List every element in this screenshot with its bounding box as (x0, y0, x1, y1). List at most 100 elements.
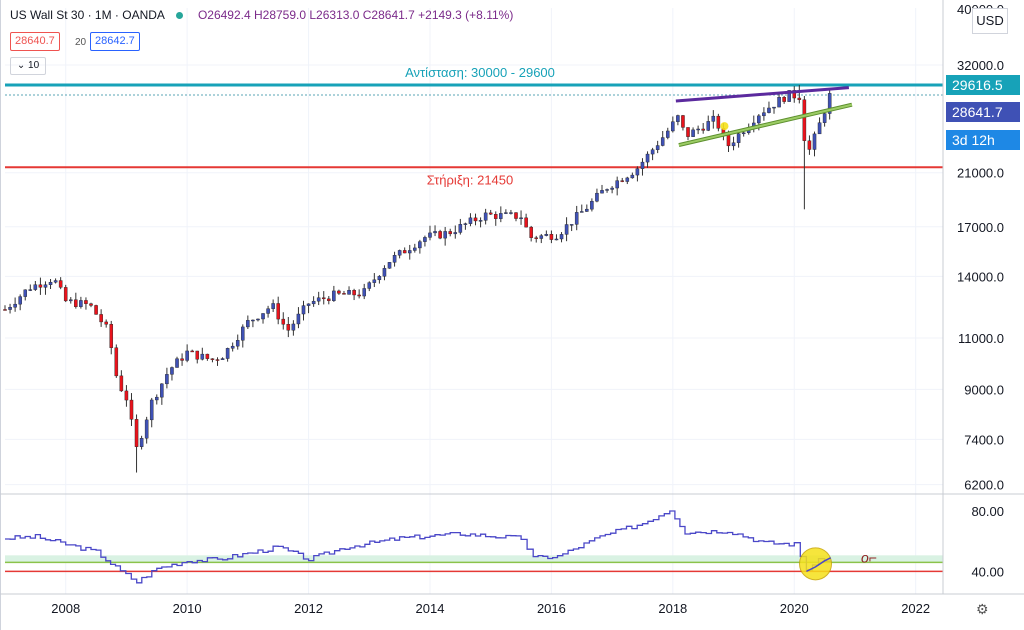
candle-body (327, 298, 331, 301)
x-tick-label: 2008 (51, 601, 80, 616)
countdown-tag: 3d 12h (946, 130, 1020, 150)
candle-body (600, 190, 604, 194)
candle-body (69, 299, 73, 302)
candle-body (367, 282, 372, 289)
candle-body (579, 211, 584, 213)
candle-body (321, 297, 326, 300)
resistance-label: Αντίσταση: 30000 - 29600 (405, 65, 555, 80)
candle-body (23, 289, 28, 297)
candle-body (53, 280, 58, 283)
candle-body (787, 90, 791, 102)
candle-body (559, 234, 564, 240)
trendlines (675, 86, 853, 148)
y-tick-label: 21000.0 (957, 166, 1004, 181)
rsi-band (5, 555, 943, 563)
annotation-labels: Αντίσταση: 30000 - 29600 Στήριξη: 21450 (405, 65, 555, 187)
candle-body (433, 231, 437, 234)
candle-body (342, 293, 346, 295)
candle-body (18, 296, 22, 305)
candle-body (175, 358, 179, 368)
candle-body (650, 149, 655, 155)
candle-body (468, 217, 473, 224)
candle-body (711, 115, 716, 122)
candle-body (139, 438, 144, 447)
last-price-tag: 28641.7 (946, 102, 1020, 122)
rsi-panel: o⌐ (5, 510, 943, 584)
rsi-highlight-circle (799, 547, 833, 581)
candle-body (630, 174, 635, 179)
level-lines (5, 83, 943, 169)
candle-body (291, 323, 296, 331)
candle-body (777, 97, 781, 108)
candle-body (590, 200, 594, 210)
candle-body (483, 212, 488, 221)
candle-body (514, 212, 518, 219)
candle-body (205, 353, 210, 359)
candle-body (185, 350, 189, 361)
candle-body (94, 305, 98, 315)
candle-body (488, 212, 493, 215)
candle-body (418, 241, 422, 249)
candle-body (817, 122, 822, 135)
candle-body (413, 247, 417, 251)
candle-body (382, 268, 387, 277)
candle-body (448, 231, 452, 235)
candle-body (89, 303, 93, 306)
candle-body (38, 284, 43, 288)
y-tick-label: 7400.0 (964, 432, 1004, 447)
spread-value: 20 (75, 37, 87, 48)
candle-body (402, 250, 407, 254)
candle-body (352, 290, 356, 296)
x-tick-label: 2022 (901, 601, 930, 616)
resistance-price-tag: 29616.5 (946, 75, 1020, 95)
candle-body (458, 224, 463, 233)
candle-body (165, 374, 169, 385)
sell-price-button[interactable]: 28640.7 (10, 32, 60, 51)
chevron-down-icon: ⌄ (16, 60, 26, 71)
candle-body (504, 212, 508, 214)
candle-body (595, 192, 599, 202)
candle-body (387, 262, 392, 269)
candle-body (660, 137, 665, 146)
candle-body (802, 99, 807, 141)
volume-box[interactable]: ⌄ 10 (10, 57, 46, 75)
chart-header: US Wall St 30 · 1M · OANDA O26492.4 H287… (10, 8, 513, 22)
candle-body (716, 115, 721, 129)
candle-body (807, 140, 812, 150)
candle-body (160, 383, 164, 398)
candle-body (827, 93, 832, 114)
candle-body (79, 300, 83, 307)
candles[interactable] (3, 84, 832, 473)
gear-icon[interactable]: ⚙ (976, 601, 989, 617)
candle-body (554, 238, 559, 241)
rsi-tick-label: 80.00 (971, 504, 1004, 519)
candle-body (640, 161, 645, 169)
currency-button[interactable]: USD (972, 8, 1008, 34)
candle-body (301, 305, 306, 315)
candle-body (99, 314, 103, 323)
candle-body (519, 217, 523, 220)
buy-price-button[interactable]: 28642.7 (90, 32, 140, 51)
candle-body (109, 324, 114, 348)
candle-body (155, 396, 159, 401)
candle-body (569, 224, 574, 226)
candle-body (241, 326, 245, 341)
symbol-title[interactable]: US Wall St 30 · 1M · OANDA (10, 8, 165, 22)
candle-body (423, 237, 427, 242)
candle-body (757, 115, 761, 124)
candle-body (357, 294, 361, 297)
candle-body (822, 113, 827, 123)
candle-body (271, 303, 275, 309)
candle-body (377, 276, 382, 281)
candle-body (281, 318, 286, 325)
candle-body (225, 348, 230, 359)
candle-body (392, 255, 397, 263)
y-tick-label: 17000.0 (957, 220, 1004, 235)
candle-body (114, 347, 119, 377)
candle-body (620, 180, 625, 182)
candle-body (286, 324, 291, 331)
upper-trendline (675, 86, 850, 103)
candle-body (438, 231, 442, 239)
x-tick-label: 2016 (537, 601, 566, 616)
x-tick-label: 2018 (658, 601, 687, 616)
